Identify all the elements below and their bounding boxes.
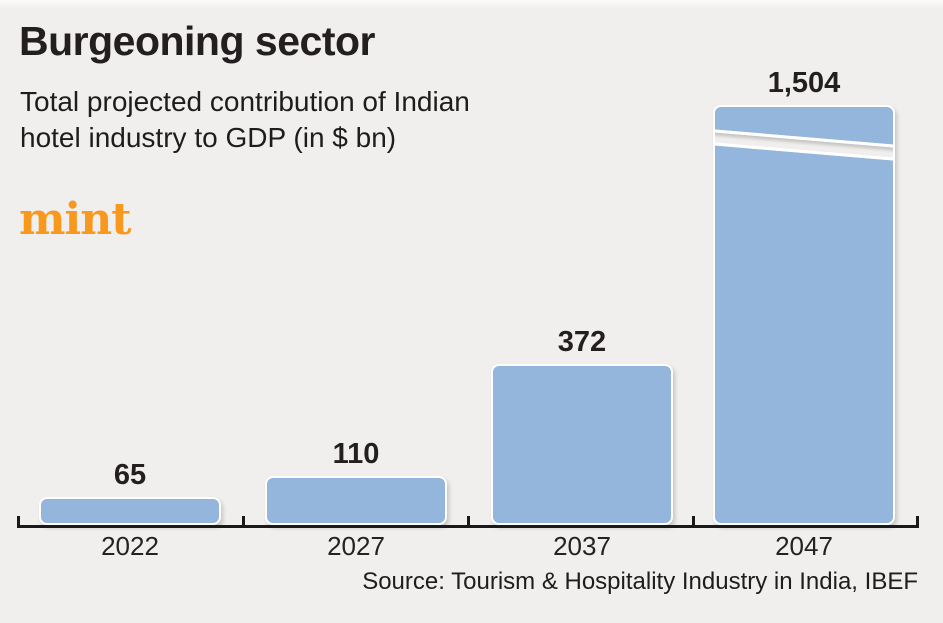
- top-edge-highlight: [0, 0, 943, 8]
- bar-value-label: 372: [557, 326, 607, 358]
- bar-fill: [491, 364, 673, 525]
- axis-break-gap: [715, 127, 893, 163]
- bar-fill: [39, 497, 221, 525]
- x-axis-tick: [692, 516, 695, 526]
- source-attribution: Source: Tourism & Hospitality Industry i…: [362, 568, 918, 595]
- bar-value-label: 65: [113, 459, 147, 491]
- x-axis-label-2022: 2022: [101, 531, 159, 561]
- mint-logo: mint: [19, 194, 132, 245]
- chart-subtitle: Total projected contribution of Indian h…: [20, 84, 620, 156]
- x-axis-tick: [916, 516, 919, 526]
- x-axis-label-2027: 2027: [327, 531, 385, 561]
- x-axis-tick: [17, 516, 20, 526]
- chart-subtitle-line2: hotel industry to GDP (in $ bn): [20, 122, 397, 153]
- chart-title: Burgeoning sector: [19, 18, 375, 64]
- x-axis-label-2037: 2037: [553, 531, 611, 561]
- x-axis-label-2047: 2047: [775, 531, 833, 561]
- x-axis-tick: [242, 516, 245, 526]
- x-axis-tick: [467, 516, 470, 526]
- bar-fill: [713, 105, 895, 525]
- bar-2022: 65: [39, 459, 221, 525]
- bar-fill: [265, 476, 447, 525]
- x-axis-baseline: [17, 525, 919, 528]
- bar-2037: 372: [491, 326, 673, 525]
- chart-subtitle-line1: Total projected contribution of Indian: [20, 86, 470, 117]
- bar-2027: 110: [265, 438, 447, 525]
- bar-2047-broken: 1,504: [713, 67, 895, 525]
- bar-value-label: 1,504: [767, 67, 841, 99]
- bar-value-label: 110: [332, 438, 380, 470]
